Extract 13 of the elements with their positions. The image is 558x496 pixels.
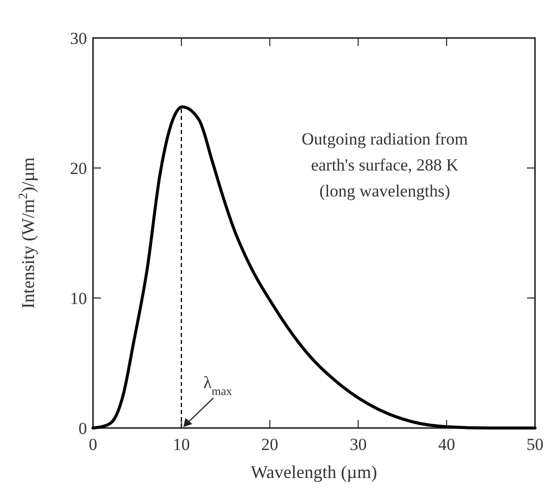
y-tick-label: 20: [70, 159, 87, 178]
annotation: Outgoing radiation from earth's surface, 288 K (long wavelengths): [302, 130, 468, 201]
x-tick-label: 40: [438, 435, 456, 454]
line-series: [92, 105, 536, 430]
x-tick-label: 20: [261, 435, 278, 454]
y-tick-label: 10: [70, 289, 87, 308]
ref-line-label: λ$_{max}$: [203, 373, 232, 398]
x-tick-label: 50: [526, 435, 544, 454]
x-axis-title: Wavelength (µm): [250, 462, 378, 482]
y-tick-label: 0: [78, 419, 87, 438]
x-tick-label: 10: [172, 435, 190, 454]
x-tick-label: 30: [350, 435, 367, 454]
y-tick-label: 30: [70, 29, 87, 48]
